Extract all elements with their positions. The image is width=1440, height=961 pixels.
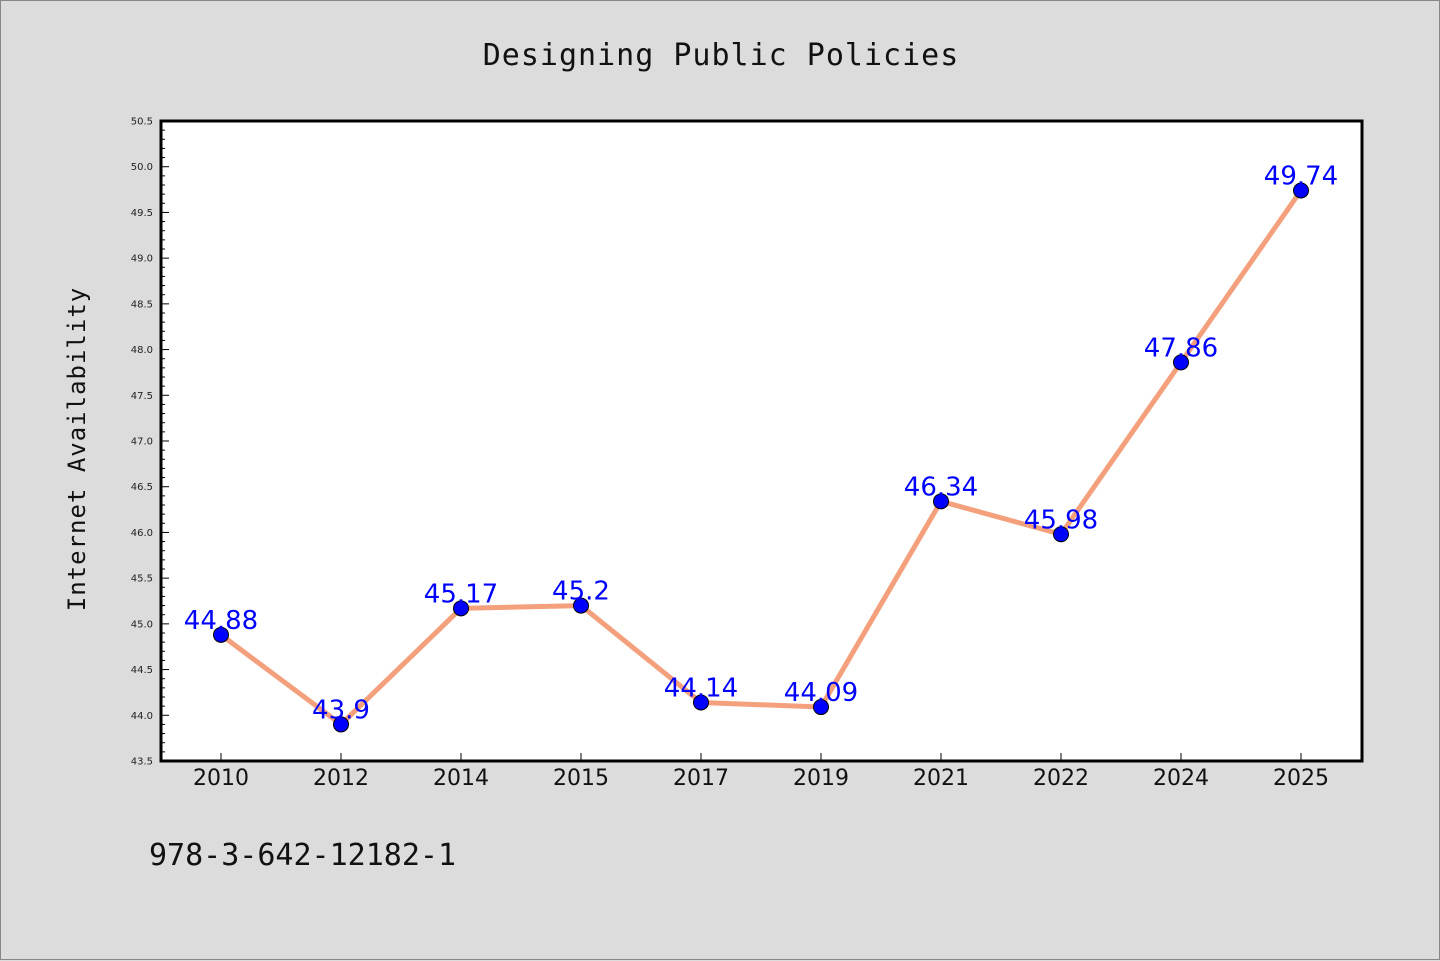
x-tick-label: 2010 — [193, 766, 249, 791]
y-tick-label: 48.0 — [131, 345, 153, 356]
y-tick-label: 50.5 — [131, 117, 153, 128]
data-point — [333, 716, 349, 733]
x-tick-label: 2021 — [913, 766, 969, 791]
data-label: 46.34 — [904, 472, 978, 502]
data-point — [453, 600, 469, 617]
y-tick-label: 47.0 — [131, 437, 153, 448]
y-tick-label: 50.0 — [131, 162, 153, 173]
data-label: 47.86 — [1144, 333, 1218, 363]
data-point — [933, 493, 949, 510]
x-tick-label: 2017 — [673, 766, 729, 791]
x-tick-label: 2025 — [1273, 766, 1329, 791]
x-tick-label: 2019 — [793, 766, 849, 791]
series-line-group — [219, 189, 1304, 727]
chart-title: Designing Public Policies — [483, 38, 960, 73]
y-tick-label: 49.5 — [131, 208, 153, 219]
series-line — [219, 189, 1304, 727]
data-point — [1053, 526, 1069, 543]
data-point — [813, 699, 829, 716]
data-label: 49.74 — [1264, 161, 1338, 191]
x-tick-label: 2024 — [1153, 766, 1209, 791]
y-tick-label: 49.0 — [131, 254, 153, 265]
y-tick-label: 46.0 — [131, 528, 153, 539]
data-label: 44.09 — [784, 678, 858, 708]
data-point — [1293, 182, 1309, 199]
x-tick-label: 2022 — [1033, 766, 1089, 791]
data-label: 44.88 — [184, 606, 258, 636]
x-axis: 2010 2012 2014 2015 2017 2019 2021 2022 2024 2025 — [193, 753, 1329, 791]
y-tick-label: 44.0 — [131, 711, 153, 722]
data-label: 44.14 — [664, 673, 738, 703]
x-tick-label: 2014 — [433, 766, 489, 791]
y-tick-label: 46.5 — [131, 482, 153, 493]
y-axis: 43.5 44.0 44.5 45.0 45.5 46.0 46.5 47.0 47.5 48.0… — [131, 117, 169, 768]
y-tick-label: 44.5 — [131, 665, 153, 676]
data-labels-group: 44.88 43.9 45.17 45.2 44.14 44.09 46.34 45.98 47… — [184, 161, 1338, 725]
y-tick-label: 47.5 — [131, 391, 153, 402]
data-label: 45.98 — [1024, 505, 1098, 535]
data-label: 43.9 — [312, 695, 370, 725]
data-point — [1173, 354, 1189, 371]
y-tick-label: 43.5 — [131, 757, 153, 768]
plot-area — [159, 119, 1364, 763]
data-point — [693, 694, 709, 711]
x-tick-label: 2012 — [313, 766, 369, 791]
data-label: 45.2 — [552, 577, 610, 607]
data-label: 45.17 — [424, 579, 498, 609]
y-axis-label: Internet Availability — [63, 287, 91, 611]
isbn-footer: 978-3-642-12182-1 — [149, 838, 456, 873]
x-tick-label: 2015 — [553, 766, 609, 791]
data-point — [573, 597, 589, 614]
markers-group — [213, 182, 1309, 733]
y-tick-label: 45.5 — [131, 574, 153, 585]
y-tick-label: 45.0 — [131, 619, 153, 630]
data-point — [213, 626, 229, 643]
y-tick-label: 48.5 — [131, 299, 153, 310]
